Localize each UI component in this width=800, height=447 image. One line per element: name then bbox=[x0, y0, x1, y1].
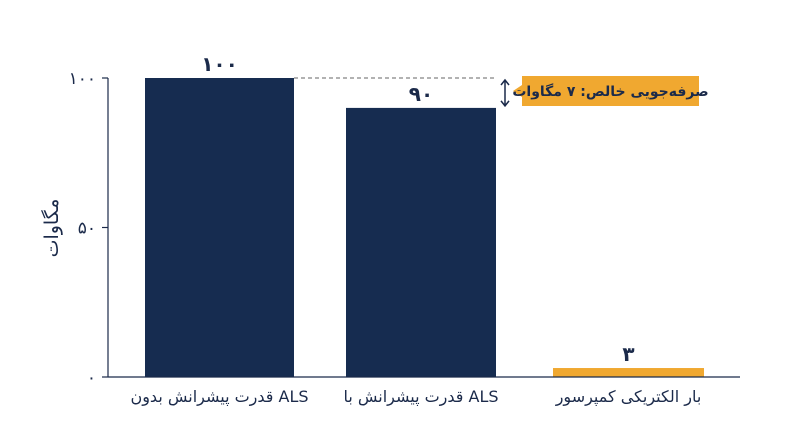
bars bbox=[145, 78, 704, 378]
bar-value-label: ۳ bbox=[622, 342, 634, 366]
bar bbox=[145, 78, 294, 377]
x-category-label: قدرت پیشرانش با ALS bbox=[343, 387, 498, 407]
savings-annotation: صرفه‌جویی خالص: ۷ مگاوات bbox=[294, 76, 709, 108]
y-tick-label: ۰ bbox=[87, 368, 96, 388]
y-axis-label: مگاوات bbox=[40, 199, 63, 258]
x-category-label: قدرت پیشرانش بدون ALS bbox=[130, 387, 308, 407]
annotation-callout-box bbox=[513, 76, 699, 106]
bar-value-label: ۹۰ bbox=[409, 82, 433, 106]
y-tick-label: ۵۰ bbox=[78, 219, 96, 239]
y-tick-label: ۱۰۰ bbox=[69, 69, 96, 89]
bar bbox=[553, 368, 704, 377]
labels: ۱۰۰ قدرت پیشرانش بدون ALS ۹۰ قدرت پیشرانش ب… bbox=[130, 52, 701, 407]
x-category-label: بار الکتریکی کمپرسور bbox=[555, 387, 702, 407]
double-arrow-icon bbox=[500, 78, 510, 108]
annotation-text: صرفه‌جویی خالص: ۷ مگاوات bbox=[512, 83, 708, 100]
y-ticks: ۰ ۵۰ ۱۰۰ bbox=[69, 69, 108, 388]
bar bbox=[346, 107, 496, 378]
bar-value-label: ۱۰۰ bbox=[201, 52, 238, 76]
